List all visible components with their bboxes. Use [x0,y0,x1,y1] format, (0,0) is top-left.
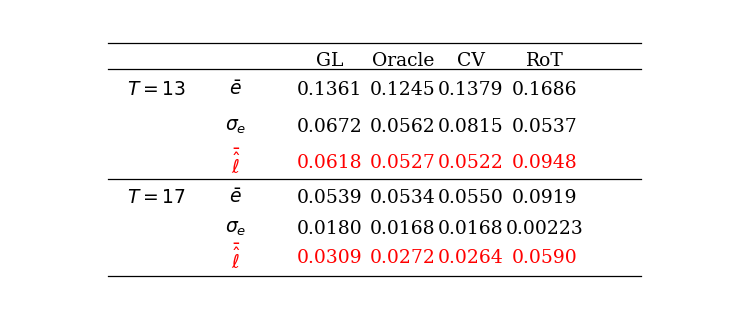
Text: 0.0562: 0.0562 [370,118,436,136]
Text: $T = 13$: $T = 13$ [127,81,186,99]
Text: RoT: RoT [526,52,564,70]
Text: 0.0948: 0.0948 [512,154,577,173]
Text: 0.0168: 0.0168 [438,220,504,238]
Text: CV: CV [457,52,485,70]
Text: 0.0272: 0.0272 [370,249,436,267]
Text: 0.0537: 0.0537 [512,118,577,136]
Text: 0.0522: 0.0522 [438,154,504,173]
Text: 0.0527: 0.0527 [370,154,436,173]
Text: 0.1245: 0.1245 [370,81,436,99]
Text: 0.0590: 0.0590 [512,249,577,267]
Text: 0.0180: 0.0180 [297,220,362,238]
Text: 0.0264: 0.0264 [438,249,504,267]
Text: 0.0919: 0.0919 [512,189,577,207]
Text: 0.1361: 0.1361 [297,81,362,99]
Text: Oracle: Oracle [372,52,434,70]
Text: 0.0309: 0.0309 [297,249,362,267]
Text: 0.0168: 0.0168 [370,220,436,238]
Text: 0.0534: 0.0534 [370,189,436,207]
Text: $\bar{\hat{\ell}}$: $\bar{\hat{\ell}}$ [231,243,240,273]
Text: 0.0672: 0.0672 [297,118,362,136]
Text: 0.0815: 0.0815 [438,118,504,136]
Text: $\bar{e}$: $\bar{e}$ [230,80,242,99]
Text: 0.1686: 0.1686 [512,81,577,99]
Text: $\bar{\hat{\ell}}$: $\bar{\hat{\ell}}$ [231,149,240,178]
Text: 0.0618: 0.0618 [297,154,362,173]
Text: 0.0550: 0.0550 [438,189,504,207]
Text: 0.00223: 0.00223 [506,220,583,238]
Text: GL: GL [316,52,343,70]
Text: 0.1379: 0.1379 [438,81,504,99]
Text: $\sigma_e$: $\sigma_e$ [225,219,246,238]
Text: $\bar{e}$: $\bar{e}$ [230,188,242,207]
Text: $\sigma_e$: $\sigma_e$ [225,118,246,136]
Text: 0.0539: 0.0539 [297,189,362,207]
Text: $T = 17$: $T = 17$ [127,189,186,207]
